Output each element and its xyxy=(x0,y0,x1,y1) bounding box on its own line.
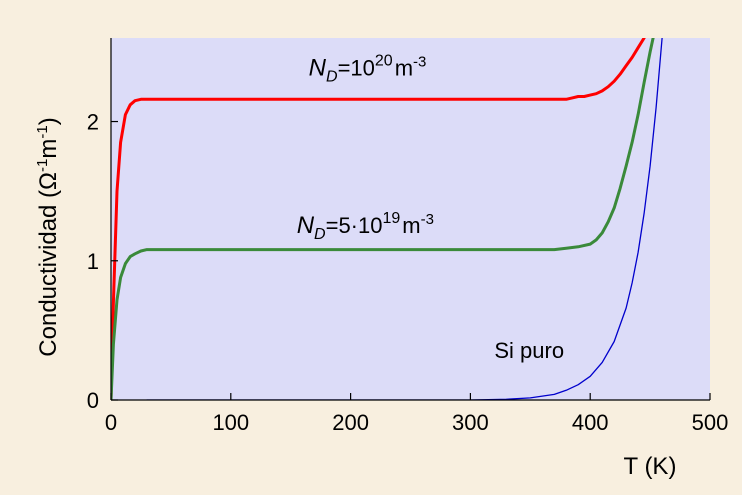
annotation-layer: ND=1020m-3 ND=5·1019m-3 Si puro xyxy=(297,53,564,364)
y-axis-title-m: m xyxy=(35,139,62,159)
y-axis-title-exp1: -1 xyxy=(34,159,51,172)
y-axis-title-main: Conductividad ( xyxy=(35,190,62,357)
series-line-n2 xyxy=(111,38,655,400)
x-tick-label: 0 xyxy=(105,410,117,435)
y-axis-title-omega: Ω xyxy=(35,172,62,190)
y-tick-label: 2 xyxy=(87,110,99,135)
x-tick-label: 400 xyxy=(572,410,609,435)
y-axis-title-exp2: -1 xyxy=(34,125,51,138)
axes-layer: 0 100 200 300 400 500 0 1 2 xyxy=(87,38,729,435)
annotation-n1: ND=1020m-3 xyxy=(309,53,427,86)
x-tick-label: 100 xyxy=(212,410,249,435)
annotation-si: Si puro xyxy=(494,338,564,363)
y-tick-label: 1 xyxy=(87,249,99,274)
y-tick-label: 0 xyxy=(87,388,99,413)
series-line-si xyxy=(146,38,663,400)
y-axis-title-close: ) xyxy=(35,117,62,125)
series-line-n1 xyxy=(111,38,646,400)
x-tick-label: 300 xyxy=(452,410,489,435)
y-axis-title: Conductividad (Ω-1m-1) xyxy=(34,117,62,356)
series-layer xyxy=(111,38,663,400)
x-tick-label: 500 xyxy=(692,410,729,435)
annotation-n2: ND=5·1019m-3 xyxy=(297,210,434,243)
x-tick-label: 200 xyxy=(332,410,369,435)
x-axis-title: T (K) xyxy=(624,453,677,480)
